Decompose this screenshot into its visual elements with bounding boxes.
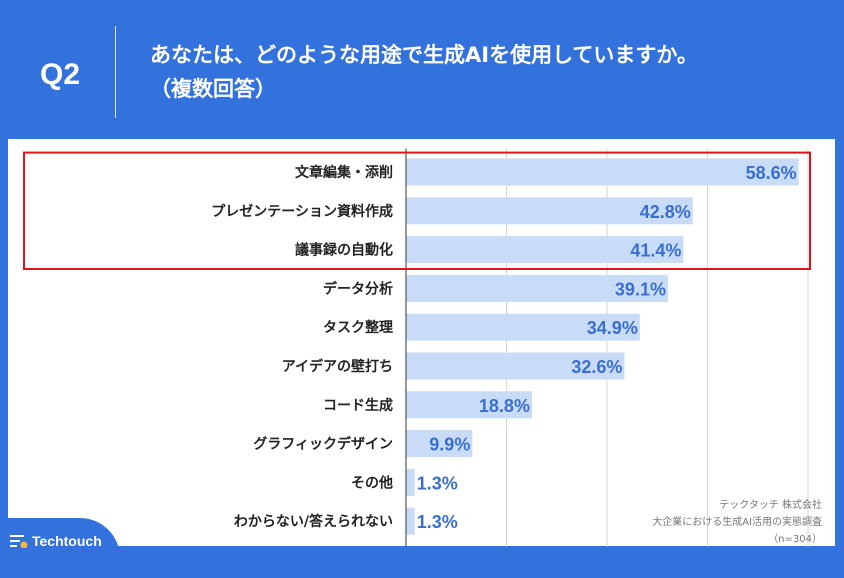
logo-text: Techtouch [32,533,102,549]
value-label: 34.9% [587,318,638,338]
value-label: 42.8% [640,202,691,222]
value-label: 39.1% [615,279,666,299]
bar [406,158,799,186]
techtouch-logo: Techtouch [10,533,102,549]
value-label: 32.6% [571,357,622,377]
bar [406,391,532,419]
bar [406,313,640,341]
question-title: あなたは、どのような用途で生成AIを使用していますか。 （複数回答） [150,38,698,106]
value-label: 58.6% [746,163,797,183]
category-label: タスク整理 [323,319,393,336]
question-number: Q2 [40,58,81,91]
category-label: 議事録の自動化 [295,242,393,259]
source-company: テックタッチ 株式会社 [719,500,822,511]
category-label: コード生成 [323,397,393,414]
category-label: 文章編集・添削 [295,164,393,181]
category-label: アイデアの壁打ち [282,358,393,375]
bar [406,352,625,380]
bar [406,507,415,535]
category-label: データ分析 [323,280,393,297]
highlight-box [23,151,811,271]
bar [406,274,668,302]
logo-icon [10,535,28,548]
bar [406,197,693,225]
value-label: 1.3% [417,512,458,532]
category-label: わからない/答えられない [234,513,393,530]
bar-chart: 文章編集・添削 58.6% プレゼンテーション資料作成 42.8% 議事録の自動化 41.… [23,148,811,547]
bar [406,468,415,496]
bar [406,236,684,264]
value-label: 41.4% [630,241,681,261]
title-line-1: あなたは、どのような用途で生成AIを使用していますか。 [150,43,699,67]
source-note: テックタッチ 株式会社 大企業における生成AI活用の実態調査 （n=304） [652,497,822,548]
value-label: 18.8% [479,396,530,416]
category-label: その他 [351,474,393,491]
bar [406,430,473,458]
category-label: グラフィックデザイン [253,436,393,453]
source-survey: 大企業における生成AI活用の実態調査 [652,517,822,528]
sample-size: （n=304） [768,534,822,545]
value-label: 9.9% [429,435,470,455]
value-label: 1.3% [417,473,458,493]
title-line-2: （複数回答） [150,77,276,101]
category-label: プレゼンテーション資料作成 [211,203,393,220]
header-divider [115,26,116,118]
